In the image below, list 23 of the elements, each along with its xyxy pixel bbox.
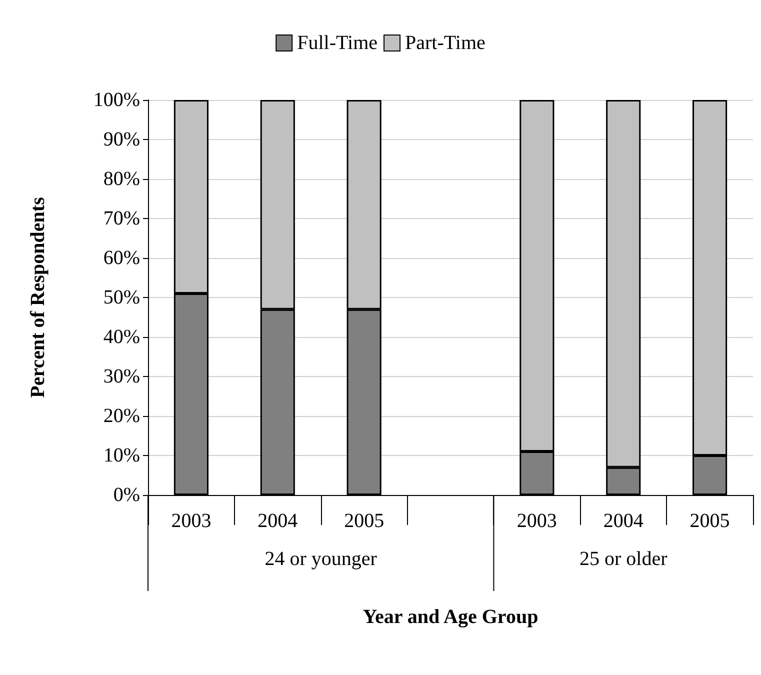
text: 25 or older: [579, 548, 668, 570]
y-tick-label: 0%: [113, 484, 140, 506]
y-tick-label: 30%: [103, 366, 140, 388]
x-tick-label: 2003: [171, 510, 212, 532]
y-tick-label: 90%: [103, 128, 140, 150]
y-tick-label: 50%: [103, 286, 140, 308]
x-tick-label: 2005: [344, 510, 384, 532]
y-tick-label: 70%: [103, 208, 140, 230]
y-tick-label: 60%: [103, 247, 140, 269]
y-tick-label: 40%: [103, 326, 140, 348]
text: 24 or younger: [264, 548, 378, 570]
y-axis-title: Percent of Respondents: [27, 196, 49, 398]
y-tick-label: 100%: [93, 89, 140, 111]
y-tick-label: 20%: [103, 405, 140, 427]
legend-label: Part-Time: [405, 32, 486, 54]
x-tick-label: 2003: [516, 510, 557, 532]
y-tick-label: 80%: [103, 168, 140, 190]
y-tick-label: 10%: [103, 444, 140, 466]
x-tick-label: 2004: [258, 510, 298, 532]
x-tick-label: 2005: [690, 510, 730, 532]
legend-label: Full-Time: [297, 32, 378, 54]
x-tick-label: 2004: [603, 510, 644, 532]
x-axis-title: Year and Age Group: [362, 606, 538, 628]
